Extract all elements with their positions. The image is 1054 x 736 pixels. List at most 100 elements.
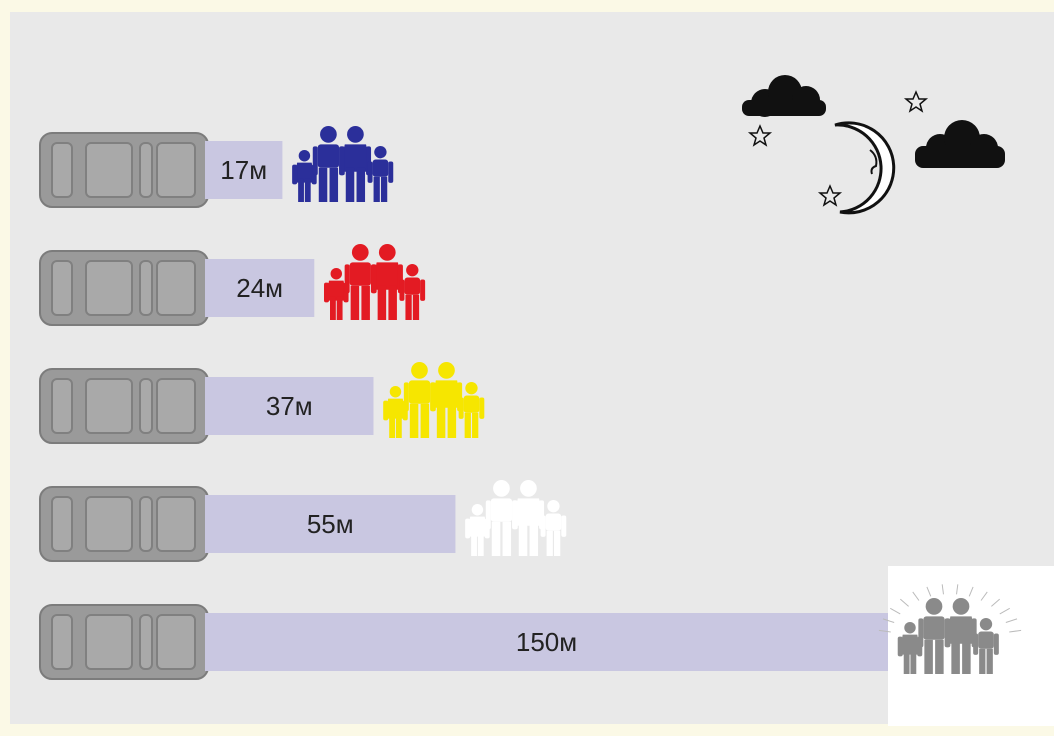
leg: [979, 649, 985, 674]
torso: [373, 160, 389, 177]
car-window: [157, 615, 195, 669]
car-window: [52, 615, 72, 669]
leg: [924, 640, 933, 674]
leg: [351, 286, 360, 320]
head: [299, 150, 310, 161]
value-label: 150м: [516, 627, 577, 657]
arm: [292, 165, 297, 185]
torso: [318, 144, 339, 167]
car-window: [86, 379, 132, 433]
car-window: [52, 379, 72, 433]
leg: [437, 404, 446, 438]
value-label: 17м: [220, 155, 267, 185]
car-window: [157, 379, 195, 433]
arm: [945, 618, 950, 647]
leg: [503, 522, 512, 556]
leg: [530, 522, 539, 556]
leg: [935, 640, 944, 674]
car-window: [86, 143, 132, 197]
car-window: [140, 379, 152, 433]
leg: [330, 297, 336, 320]
leg: [962, 640, 971, 674]
arm: [388, 162, 393, 183]
car: [40, 605, 208, 679]
arm: [404, 382, 409, 411]
leg: [337, 297, 343, 320]
head: [320, 126, 337, 143]
car-window: [86, 615, 132, 669]
leg: [421, 404, 430, 438]
leg: [389, 415, 395, 438]
head: [438, 362, 455, 379]
torso: [978, 632, 994, 649]
arm: [486, 500, 491, 529]
arm: [994, 634, 999, 655]
head: [347, 126, 364, 143]
leg: [305, 179, 311, 202]
leg: [361, 286, 370, 320]
head: [352, 244, 369, 261]
car-window: [86, 261, 132, 315]
head: [980, 618, 992, 630]
car-window: [140, 261, 152, 315]
leg: [492, 522, 501, 556]
leg: [904, 651, 910, 674]
arm: [313, 146, 318, 175]
car: [40, 133, 208, 207]
arm: [973, 634, 978, 655]
leg: [346, 168, 355, 202]
torso: [350, 262, 371, 285]
arm: [561, 516, 566, 537]
leg: [378, 286, 387, 320]
head: [331, 268, 342, 279]
car-window: [52, 497, 72, 551]
head: [411, 362, 428, 379]
leg: [374, 177, 380, 202]
leg: [478, 533, 484, 556]
leg: [396, 415, 402, 438]
arm: [324, 283, 329, 303]
leg: [910, 651, 916, 674]
leg: [448, 404, 457, 438]
arm: [479, 398, 484, 419]
arm: [459, 398, 464, 419]
arm: [368, 162, 373, 183]
leg: [554, 531, 560, 556]
leg: [547, 531, 553, 556]
car-window: [86, 497, 132, 551]
car: [40, 487, 208, 561]
arm: [465, 519, 470, 539]
car-window: [157, 261, 195, 315]
arm: [898, 637, 903, 657]
arm: [340, 146, 345, 175]
head: [926, 598, 943, 615]
value-label: 37м: [266, 391, 313, 421]
car: [40, 251, 208, 325]
head: [547, 500, 559, 512]
head: [374, 146, 386, 158]
arm: [541, 516, 546, 537]
leg: [410, 404, 419, 438]
leg: [405, 295, 411, 320]
value-label: 55м: [307, 509, 354, 539]
head: [390, 386, 401, 397]
head: [379, 244, 396, 261]
leg: [471, 533, 477, 556]
leg: [465, 413, 471, 438]
leg: [413, 295, 419, 320]
arm: [513, 500, 518, 529]
arm: [420, 280, 425, 301]
head: [472, 504, 483, 515]
arm: [399, 280, 404, 301]
car-window: [52, 143, 72, 197]
head: [465, 382, 477, 394]
torso: [464, 396, 480, 413]
arm: [431, 382, 436, 411]
torso: [409, 380, 430, 403]
head: [406, 264, 418, 276]
car-window: [140, 143, 152, 197]
head: [520, 480, 537, 497]
page: 17м24м37м55м150м (() => { const data = J…: [0, 0, 1054, 736]
leg: [381, 177, 387, 202]
car-window: [140, 497, 152, 551]
